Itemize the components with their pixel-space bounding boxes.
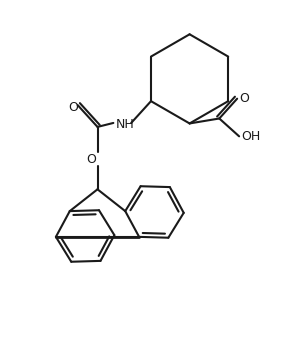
Text: O: O <box>239 92 249 105</box>
Text: NH: NH <box>115 118 134 132</box>
Text: O: O <box>87 153 96 166</box>
Text: O: O <box>68 101 78 114</box>
Text: OH: OH <box>241 130 260 143</box>
